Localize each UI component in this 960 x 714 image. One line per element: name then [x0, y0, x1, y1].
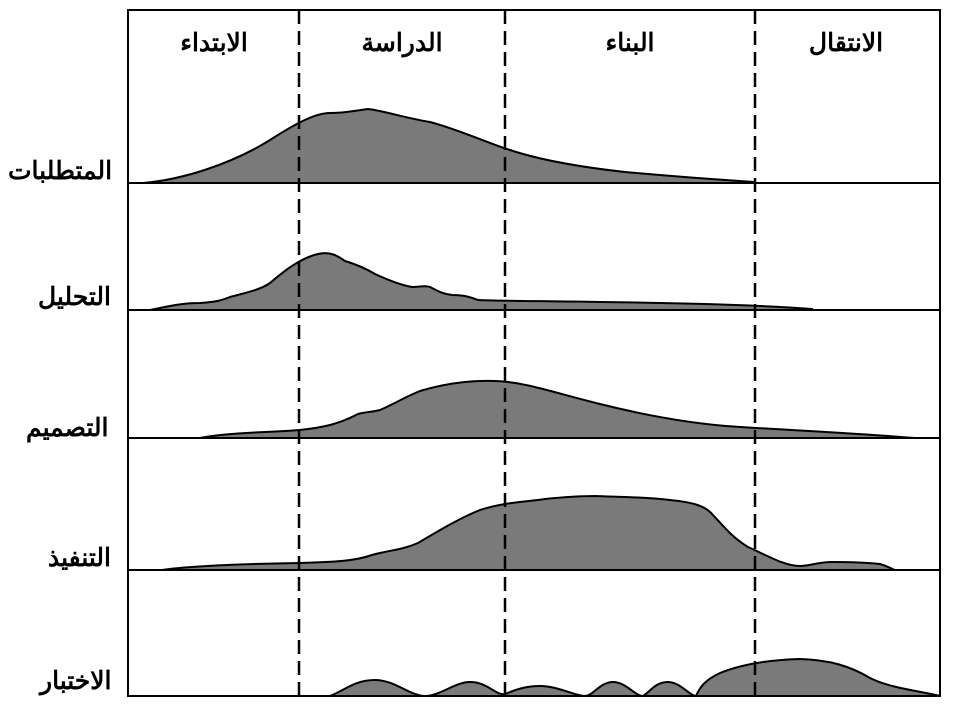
discipline-label-analysis: التحليل: [38, 283, 111, 311]
phase-label-transition: الانتقال: [808, 29, 884, 57]
diagram-frame: [127, 9, 941, 697]
requirements-effort-curve: [142, 107, 756, 184]
testing-effort-curve: [329, 657, 941, 698]
implementation-effort-curve: [161, 494, 896, 571]
discipline-label-testing: الاختبار: [40, 667, 112, 695]
phase-label-construction: البناء: [605, 29, 655, 57]
discipline-baselines: [128, 182, 940, 697]
phase-label-elaboration: الدراسة: [361, 29, 443, 57]
discipline-label-design: التصميم: [26, 414, 109, 442]
discipline-label-implementation: التنفيذ: [48, 544, 111, 572]
phase-label-inception: الابتداء: [180, 29, 248, 57]
phase-boundaries: [297, 10, 757, 696]
design-effort-curve: [199, 379, 916, 439]
discipline-label-requirements: المتطلبات: [8, 157, 113, 185]
analysis-effort-curve: [149, 252, 813, 311]
